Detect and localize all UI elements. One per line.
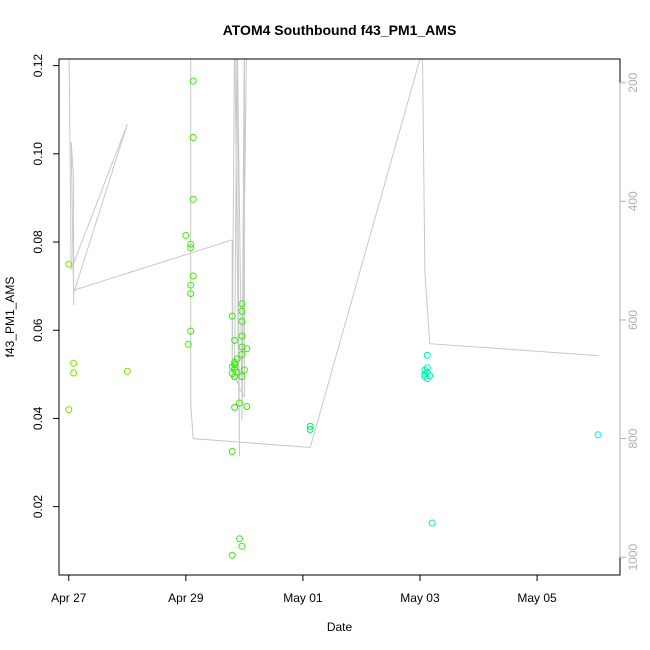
data-point [236, 535, 243, 543]
x-tick-label: May 05 [517, 591, 557, 605]
data-point [238, 373, 246, 380]
data-point [243, 345, 251, 353]
data-point [187, 281, 195, 289]
x-axis: Apr 27 Apr 29 May 01 May 03 May 05 [51, 574, 557, 605]
data-point [238, 351, 246, 358]
data-point [182, 231, 190, 239]
y-tick-label: 0.06 [31, 318, 45, 342]
data-point [236, 399, 243, 407]
data-point [423, 351, 431, 359]
data-point [238, 300, 246, 308]
data-point [123, 367, 131, 375]
plot-frame [58, 58, 621, 576]
data-point [187, 290, 195, 298]
data-point [65, 260, 73, 268]
right-y-axis: 200 400 600 800 1000 [619, 72, 640, 571]
data-point [189, 195, 197, 203]
y-tick-label: 0.10 [31, 142, 45, 166]
x-axis-label: Date [327, 620, 353, 634]
right-axis-line-layer [68, 59, 599, 457]
data-point [428, 519, 436, 527]
data-point [238, 343, 246, 351]
data-point [189, 134, 197, 141]
data-point [231, 403, 239, 411]
data-point [306, 426, 314, 433]
y-axis: 0.02 0.04 0.06 0.08 0.10 0.12 [31, 54, 60, 519]
data-point [238, 542, 246, 550]
y-tick-label: 0.04 [31, 406, 45, 430]
data-point [238, 307, 246, 315]
chart-title: ATOM4 Southbound f43_PM1_AMS [223, 22, 457, 38]
data-point [238, 317, 246, 325]
data-point [70, 359, 78, 367]
x-tick-label: May 01 [283, 591, 323, 605]
x-tick-label: Apr 27 [51, 591, 87, 605]
right-y-tick-label: 200 [626, 72, 640, 92]
data-point [187, 244, 195, 252]
data-point [187, 240, 195, 248]
data-point [240, 366, 248, 374]
data-point [228, 312, 236, 320]
data-point [231, 336, 239, 344]
data-point [189, 77, 197, 85]
right-y-tick-label: 1000 [626, 544, 640, 571]
data-point [189, 272, 197, 280]
data-point [187, 327, 195, 335]
data-point [65, 406, 73, 414]
right-axis-series-line [68, 59, 599, 457]
data-point [306, 422, 314, 430]
data-point [70, 369, 78, 377]
right-y-tick-label: 800 [626, 428, 640, 448]
data-point [243, 403, 251, 410]
data-point [421, 366, 429, 374]
data-point [228, 448, 236, 455]
data-point [238, 332, 246, 340]
y-tick-label: 0.02 [31, 495, 45, 519]
y-tick-label: 0.12 [31, 54, 45, 78]
y-axis-label: f43_PM1_AMS [3, 277, 17, 358]
data-point [231, 373, 239, 380]
data-point [231, 361, 239, 369]
data-point [421, 373, 429, 380]
right-y-tick-label: 400 [626, 191, 640, 211]
x-tick-label: Apr 29 [168, 591, 204, 605]
data-point [423, 364, 431, 372]
right-y-tick-label: 600 [626, 310, 640, 330]
data-point [228, 363, 236, 371]
scatter-points-layer [65, 77, 602, 559]
data-point [228, 551, 236, 559]
data-point [594, 431, 602, 439]
y-tick-label: 0.08 [31, 230, 45, 254]
x-tick-label: May 03 [400, 591, 440, 605]
data-point [184, 340, 192, 348]
data-point [423, 375, 431, 383]
